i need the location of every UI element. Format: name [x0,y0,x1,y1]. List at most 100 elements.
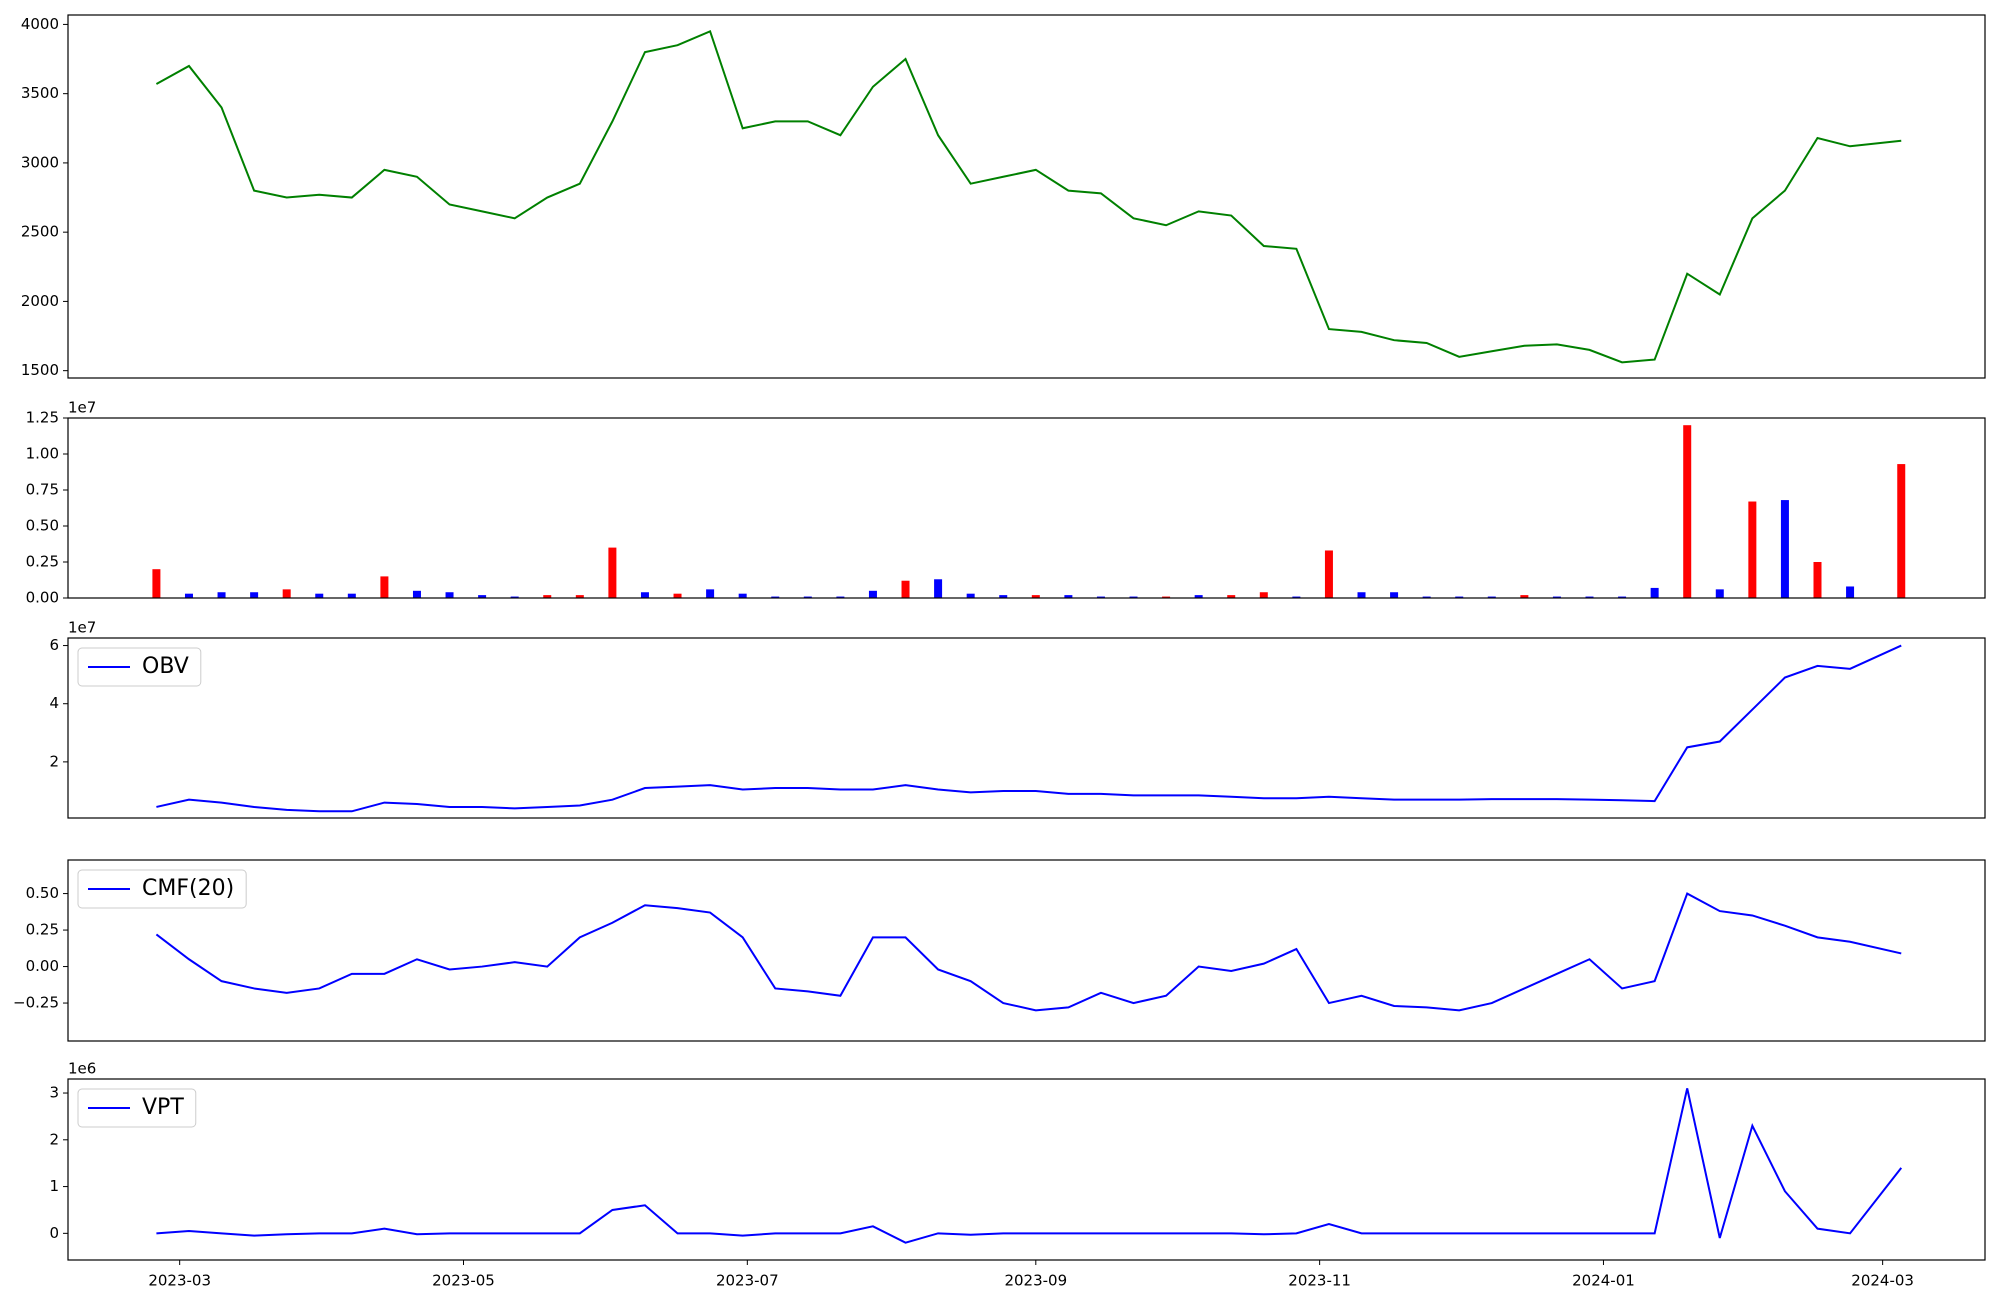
bar [771,596,780,598]
plot-area [155,29,1902,364]
bar [1422,596,1431,598]
bar [803,596,812,598]
legend-label: OBV [142,654,189,679]
y-tick-label: −0.25 [13,994,59,1012]
x-tick-label: 2024-03 [1851,1272,1914,1290]
bar [217,592,226,598]
y-tick-label: 0.00 [26,957,59,975]
bar [543,595,552,598]
bar [738,593,747,598]
legend: VPT [77,1088,197,1128]
offset-label: 1e7 [68,619,96,637]
bar [445,592,454,598]
x-tick-label: 2023-11 [1288,1272,1351,1290]
bar [152,569,161,598]
x-tick-label: 2023-05 [432,1272,495,1290]
y-tick-label: 4000 [21,15,59,33]
line [156,644,1902,813]
bar [1585,596,1594,598]
y-tick-label: 0 [49,1224,59,1242]
bar [250,592,259,598]
bar [1683,425,1692,598]
bar [1846,586,1855,598]
bar [1162,596,1171,598]
y-tick-label: 2 [49,752,59,770]
x-tick-label: 2023-07 [716,1272,779,1290]
y-tick-label: 0.50 [26,517,59,535]
bar [1487,596,1496,598]
bar [1813,562,1822,598]
bar [1715,589,1724,598]
bar [706,589,715,598]
bar [934,579,943,598]
line [156,1088,1903,1244]
legend-label: CMF(20) [142,876,234,901]
bar [1780,500,1789,598]
bar [1390,592,1399,598]
x-tick-label: 2023-03 [148,1272,211,1290]
bar [640,592,649,598]
bar [315,593,324,598]
bar [1259,592,1268,598]
plot-area [155,892,1902,1012]
y-tick-label: 1.25 [26,409,59,427]
bar [1650,587,1659,598]
legend-box [77,1088,197,1128]
y-tick-label: 6 [49,636,59,654]
plot-area [152,425,1906,598]
bar [478,595,487,598]
axes-frame [67,417,1986,599]
legend-box [77,869,247,909]
bar [1324,550,1333,598]
y-tick-label: 3000 [21,153,59,171]
bar [608,547,617,598]
subplot: 0.00 0.25 0.50 0.75 1.00 1.25 1e7 [26,399,1986,607]
y-tick-label: 0.25 [26,921,59,939]
bar [999,595,1008,598]
y-tick-label: 2000 [21,292,59,310]
legend: CMF(20) [77,869,247,909]
bar [1129,596,1138,598]
y-tick-label: 2500 [21,223,59,241]
x-tick-label: 2023-09 [1004,1272,1067,1290]
bar [901,580,910,598]
legend-label: VPT [142,1095,184,1120]
bar [1748,501,1757,598]
bar [673,593,682,598]
bar [347,593,356,598]
bar [836,596,845,598]
bar [1552,596,1561,598]
y-tick-label: 0.00 [26,589,59,607]
bar [575,595,584,598]
bar [1194,595,1203,598]
bar [1618,596,1627,598]
y-tick-label: 3500 [21,84,59,102]
bar [966,593,975,598]
y-tick-label: 1500 [21,361,59,379]
bar [1096,596,1105,598]
bar [1227,595,1236,598]
y-tick-label: 0.75 [26,481,59,499]
y-tick-label: 4 [49,694,59,712]
subplot: −0.25 0.00 0.25 0.50 CMF(20) [13,859,1986,1042]
legend: OBV [77,647,202,687]
subplot: 2 4 6 1e7 OBV [49,619,1986,819]
subplot: 1500 2000 2500 3000 3500 4000 [21,14,1986,379]
y-tick-label: 3 [49,1084,59,1102]
bar [1031,595,1040,598]
bar [412,590,421,598]
offset-label: 1e6 [68,1060,96,1078]
line [155,29,1902,364]
bar [1455,596,1464,598]
axes-frame [67,1078,1986,1261]
y-tick-label: 0.50 [26,884,59,902]
y-tick-label: 0.25 [26,553,59,571]
plot-area [156,644,1902,813]
bar [282,589,291,598]
bar [1064,595,1073,598]
bar [1357,592,1366,598]
y-tick-label: 2 [49,1130,59,1148]
axes-frame [67,859,1986,1042]
bar [1292,596,1301,598]
